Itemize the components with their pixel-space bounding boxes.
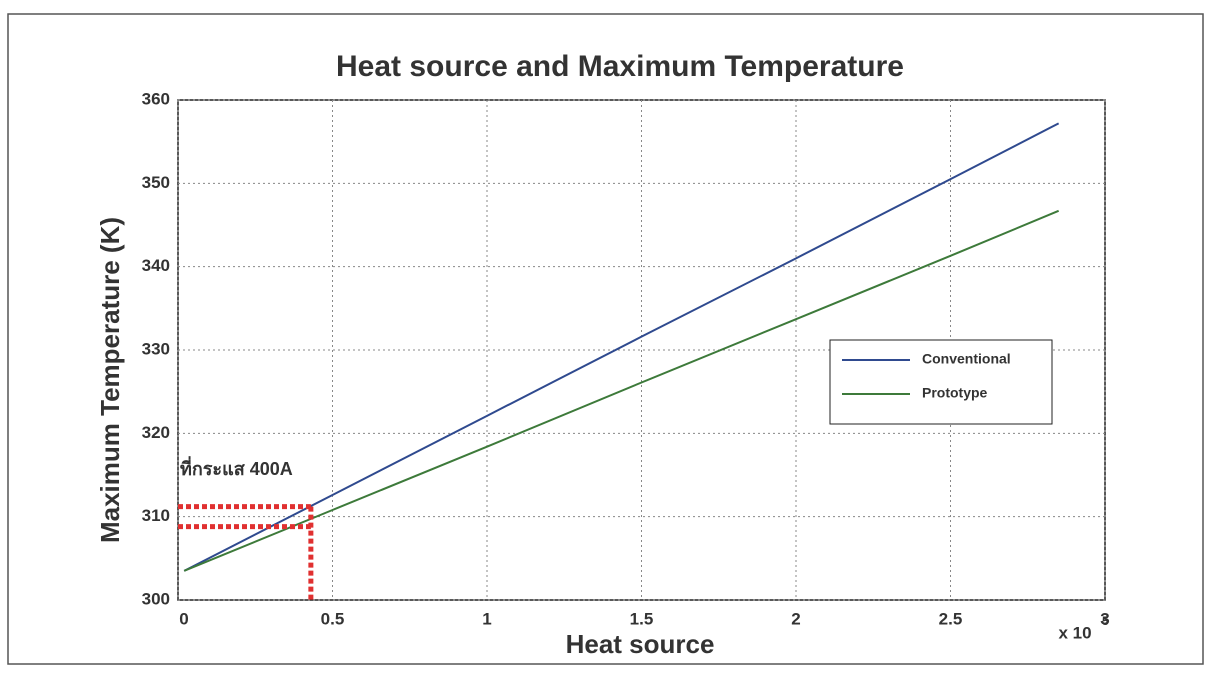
x-tick-label: 2: [791, 609, 800, 628]
y-tick-label: 300: [142, 589, 170, 608]
legend-box: [829, 339, 1053, 425]
annotation-text: ที่กระแส 400A: [180, 456, 293, 479]
x-tick-label: 0: [179, 609, 188, 628]
x-tick-label: 2.5: [939, 609, 963, 628]
x-axis-label: Heat source: [566, 629, 715, 659]
x-tick-label: 0.5: [321, 609, 345, 628]
x-multiplier: x 10: [1058, 623, 1091, 642]
legend-label: Conventional: [922, 351, 1011, 367]
line-series: [183, 122, 1060, 572]
y-axis-label: Maximum Temperature (K): [95, 217, 125, 543]
y-tick-label: 350: [142, 173, 170, 192]
line-series: [183, 209, 1060, 572]
figure-frame: [7, 13, 1204, 665]
chart-title: Heat source and Maximum Temperature: [336, 50, 904, 83]
x-tick-label: 1.5: [630, 609, 654, 628]
legend-label: Prototype: [922, 385, 988, 401]
y-tick-label: 360: [142, 89, 170, 108]
y-tick-label: 330: [142, 339, 170, 358]
x-tick-label: 1: [482, 609, 491, 628]
x-multiplier-exponent: 5: [1102, 614, 1109, 628]
y-tick-label: 320: [142, 423, 170, 442]
x-tick-label: 3: [1100, 609, 1109, 628]
y-tick-label: 340: [142, 256, 170, 275]
y-tick-label: 310: [142, 506, 170, 525]
